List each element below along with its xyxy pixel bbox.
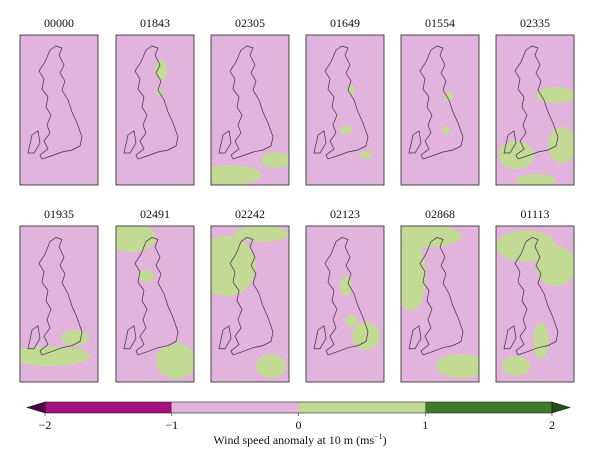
map-panel (19, 225, 99, 383)
map-frame (210, 225, 290, 383)
map-panel (400, 34, 480, 186)
map-background (401, 35, 479, 185)
map-panel (495, 225, 575, 383)
anomaly-patch (445, 92, 453, 102)
anomaly-patch (345, 315, 357, 327)
map-background (306, 226, 384, 382)
anomaly-patches (211, 226, 289, 378)
anomaly-patch (116, 226, 156, 252)
anomaly-patch (233, 226, 289, 242)
map-frame (495, 225, 575, 383)
panel-title: 02868 (425, 207, 455, 221)
map-background (20, 35, 98, 185)
map-frame (400, 225, 480, 383)
anomaly-patch (352, 322, 380, 350)
anomaly-patch (442, 126, 450, 134)
map-panel (495, 34, 575, 186)
anomaly-patch (401, 241, 426, 311)
anomaly-patches (401, 226, 479, 378)
panel-title: 01649 (330, 16, 360, 30)
panel-title: 02335 (520, 16, 550, 30)
anomaly-patch (61, 330, 89, 346)
map-frame (210, 34, 290, 186)
anomaly-patches (340, 85, 372, 159)
anomaly-patch (502, 356, 530, 376)
colorbar-extend-high (551, 401, 572, 414)
colorbar-extend-low (25, 401, 46, 414)
panel-title: 01935 (44, 207, 74, 221)
anomaly-patch (261, 152, 289, 168)
map-panel (115, 225, 195, 383)
panel-title: 01554 (425, 16, 455, 30)
map-frame (115, 34, 195, 186)
anomaly-patch (138, 270, 154, 282)
map-panel (210, 34, 290, 186)
colorbar-segment (425, 402, 552, 413)
colorbar-segment (298, 402, 426, 413)
colorbar-segment (45, 402, 172, 413)
panel-title: 01843 (140, 16, 170, 30)
colorbar-segment (171, 402, 299, 413)
map-panel (115, 34, 195, 186)
anomaly-patch (340, 126, 352, 134)
colorbar-tick-label: −2 (39, 418, 52, 432)
map-frame (495, 34, 575, 186)
anomaly-patch (340, 276, 352, 296)
anomaly-patch (516, 174, 556, 185)
anomaly-patch (156, 343, 194, 379)
map-panel (400, 225, 480, 383)
map-background (306, 35, 384, 185)
panel-title: 01113 (520, 207, 549, 221)
map-background (116, 35, 194, 185)
map-frame (305, 225, 385, 383)
anomaly-patch (401, 226, 461, 248)
map-frame (115, 225, 195, 383)
colorbar-tick-label: −1 (165, 418, 178, 432)
map-frame (400, 34, 480, 186)
panel-title: 02123 (330, 207, 360, 221)
anomaly-patch (256, 354, 286, 378)
map-frame (305, 34, 385, 186)
anomaly-patch (436, 354, 479, 378)
anomaly-patch (155, 60, 167, 80)
map-panel (19, 34, 99, 186)
colorbar-tick-label: 1 (422, 418, 428, 432)
anomaly-patch (536, 87, 574, 103)
colorbar-tick-label: 0 (296, 418, 302, 432)
anomaly-patches (211, 152, 289, 185)
panel-title: 02491 (140, 207, 170, 221)
map-frame (19, 225, 99, 383)
anomaly-patch (211, 165, 261, 185)
map-panel (210, 225, 290, 383)
anomaly-patch (360, 151, 372, 159)
anomaly-patches (442, 92, 453, 134)
anomaly-patch (533, 323, 549, 359)
anomaly-patches (20, 330, 90, 366)
colorbar-tick-label: 2 (549, 418, 555, 432)
map-panel (305, 34, 385, 186)
colorbar-label: Wind speed anomaly at 10 m (ms−1) (213, 432, 386, 447)
anomaly-patches (496, 230, 574, 376)
panel-title: 00000 (44, 16, 74, 30)
anomaly-patches (116, 226, 194, 379)
panel-title: 02242 (235, 207, 265, 221)
map-frame (19, 34, 99, 186)
anomaly-patches (340, 276, 380, 350)
anomaly-patch (20, 346, 90, 366)
anomaly-patch (548, 127, 574, 163)
anomaly-patch (211, 236, 256, 296)
panel-title: 02305 (235, 16, 265, 30)
anomaly-patch (536, 246, 574, 286)
map-panel (305, 225, 385, 383)
